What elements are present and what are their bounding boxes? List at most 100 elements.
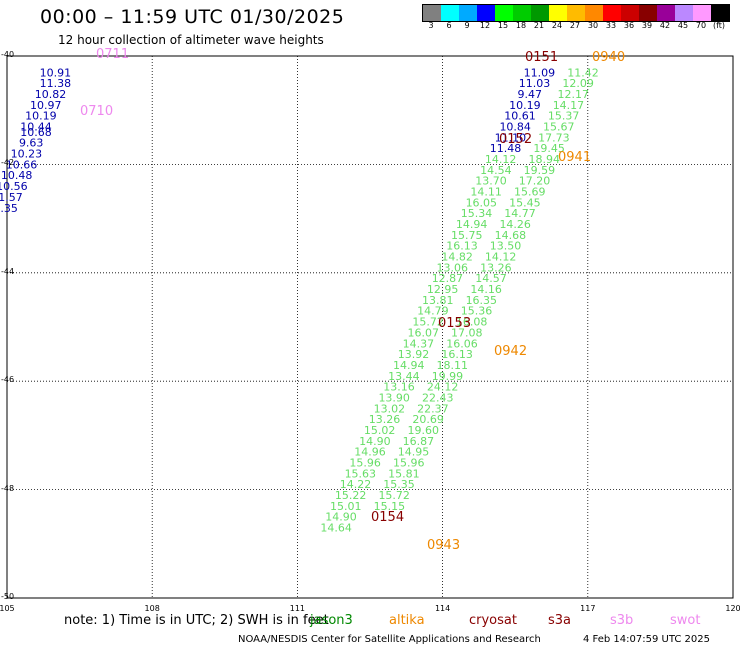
page-subtitle: 12 hour collection of altimeter wave hei… (58, 33, 324, 47)
wave-height-value: 15.02 (364, 424, 396, 437)
pass-time-label: 0711 (96, 47, 129, 62)
color-scale-label: 30 (587, 21, 599, 30)
wave-height-value: 14.26 (499, 218, 531, 231)
pass-time-label: 0710 (80, 104, 113, 119)
y-tick-label: -46 (1, 375, 15, 385)
pass-time-label: 0941 (558, 150, 591, 165)
wave-height-value: 10.68 (20, 126, 52, 139)
wave-height-value: 10.82 (35, 88, 67, 101)
wave-height-value: 22.43 (422, 391, 454, 404)
wave-height-value: 10.48 (1, 169, 33, 182)
wave-height-value: 10.19 (25, 110, 57, 123)
wave-height-value: 13.81 (422, 294, 454, 307)
wave-height-value: 14.11 (470, 186, 502, 199)
wave-height-value: 12.09 (562, 77, 594, 90)
wave-height-value: 15.36 (461, 305, 493, 318)
x-tick-label: 117 (580, 604, 596, 613)
wave-height-value: 14.95 (398, 446, 430, 459)
wave-height-value: 15.63 (345, 467, 377, 480)
wave-height-value: 20.69 (412, 413, 444, 426)
color-swatch (549, 5, 567, 21)
satellite-legend-item: altika (389, 613, 425, 628)
wave-height-value: 11.48 (490, 142, 522, 155)
color-scale-label: 27 (569, 21, 581, 30)
wave-height-value: 17.73 (538, 131, 570, 144)
generation-timestamp: 4 Feb 14:07:59 UTC 2025 (583, 634, 710, 645)
color-scale-labels: 3 6 9 12 15 18 21 24 27 30 33 36 39 42 45 70 (ft) (422, 21, 728, 33)
wave-height-value: 14.94 (456, 218, 488, 231)
wave-height-value: 14.79 (417, 305, 449, 318)
wave-height-value: 16.13 (441, 348, 473, 361)
wave-height-value: 11.38 (40, 77, 72, 90)
credit-line: NOAA/NESDIS Center for Satellite Applica… (238, 634, 541, 645)
wave-height-value: 15.72 (412, 316, 444, 329)
wave-height-value: 15.01 (330, 500, 362, 513)
pass-time-label: 0152 (499, 132, 532, 147)
color-swatch (711, 5, 729, 21)
wave-height-value: 16.08 (456, 316, 488, 329)
wave-height-value: 22.37 (417, 402, 449, 415)
x-tick-label: 111 (289, 604, 306, 613)
color-scale-label: 18 (515, 21, 527, 30)
color-swatch (477, 5, 495, 21)
wave-height-value: 10.44 (20, 120, 52, 133)
color-scale-label: 12 (479, 21, 491, 30)
wave-height-value: 15.34 (461, 207, 493, 220)
wave-height-value: 16.06 (446, 337, 478, 350)
wave-height-value: 14.12 (485, 251, 517, 264)
wave-height-value: 19.60 (407, 424, 439, 437)
wave-height-value: 16.07 (407, 326, 439, 339)
wave-height-value: 14.54 (480, 164, 512, 177)
wave-height-value: 15.22 (335, 489, 367, 502)
color-swatch (423, 5, 441, 21)
wave-height-value: 14.90 (359, 435, 391, 448)
wave-height-value: 15.69 (514, 186, 546, 199)
pass-time-label: 0154 (371, 510, 404, 525)
satellite-legend-item: s3a (548, 613, 572, 628)
wave-height-value: 13.02 (374, 402, 406, 415)
y-tick-label: -42 (1, 158, 15, 168)
wave-height-value: 16.87 (403, 435, 435, 448)
wave-height-value: 10.56 (0, 180, 28, 193)
color-scale-label: 70 (695, 21, 707, 30)
color-swatch (693, 5, 711, 21)
wave-height-value: 15.96 (393, 457, 425, 470)
color-scale-label: 6 (446, 21, 452, 30)
y-tick-label: -44 (1, 266, 15, 276)
wave-height-value: 13.26 (369, 413, 401, 426)
plot-frame (6, 55, 734, 599)
wave-height-value: 14.12 (485, 153, 517, 166)
color-swatch (531, 5, 549, 21)
wave-height-value: 15.75 (451, 229, 483, 242)
x-tick-label: 114 (434, 604, 451, 613)
wave-height-value: 19.99 (432, 370, 464, 383)
color-swatch (441, 5, 459, 21)
color-scale-label: 39 (641, 21, 653, 30)
wave-height-value: 11.09 (524, 66, 556, 79)
wave-height-value: 13.26 (480, 261, 512, 274)
color-scale-label: 24 (551, 21, 563, 30)
color-swatch (585, 5, 603, 21)
pass-time-label: 0153 (438, 316, 471, 331)
wave-height-value: 14.96 (354, 446, 386, 459)
wave-height-value: 19.45 (533, 142, 565, 155)
wave-height-value: 15.96 (349, 457, 381, 470)
footer-note: note: 1) Time is in UTC; 2) SWH is in fe… (64, 613, 329, 628)
wave-height-value: 15.37 (548, 110, 580, 123)
color-swatch (459, 5, 477, 21)
wave-height-value: 13.06 (437, 261, 469, 274)
satellite-legend-item: swot (670, 613, 701, 628)
color-swatch (495, 5, 513, 21)
wave-height-value: 11.57 (0, 191, 23, 204)
x-tick-label: 120 (725, 604, 740, 613)
wave-height-value: 9.63 (19, 137, 44, 150)
wave-height-value: 13.16 (383, 381, 415, 394)
color-swatch (639, 5, 657, 21)
color-swatch (513, 5, 531, 21)
wave-height-value: 12.87 (432, 272, 464, 285)
pass-time-label: 0151 (525, 50, 558, 65)
color-swatch (567, 5, 585, 21)
color-scale-label: 45 (677, 21, 689, 30)
wave-height-value: 14.94 (393, 359, 425, 372)
wave-height-value: 11.03 (519, 77, 551, 90)
